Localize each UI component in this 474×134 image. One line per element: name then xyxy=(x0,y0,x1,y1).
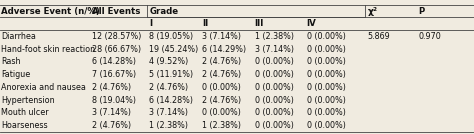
Text: Grade: Grade xyxy=(149,7,178,16)
Text: 0.970: 0.970 xyxy=(418,32,441,41)
Text: 0 (0.00%): 0 (0.00%) xyxy=(307,70,346,79)
Text: Mouth ulcer: Mouth ulcer xyxy=(1,108,49,117)
Text: 12 (28.57%): 12 (28.57%) xyxy=(92,32,142,41)
Text: 3 (7.14%): 3 (7.14%) xyxy=(92,108,131,117)
Text: 0 (0.00%): 0 (0.00%) xyxy=(307,108,346,117)
Text: 0 (0.00%): 0 (0.00%) xyxy=(255,121,293,130)
Text: 0 (0.00%): 0 (0.00%) xyxy=(202,108,241,117)
Text: 0 (0.00%): 0 (0.00%) xyxy=(307,96,346,105)
Text: 3 (7.14%): 3 (7.14%) xyxy=(202,32,241,41)
Text: 0 (0.00%): 0 (0.00%) xyxy=(255,57,293,66)
Text: 7 (16.67%): 7 (16.67%) xyxy=(92,70,137,79)
Text: 1 (2.38%): 1 (2.38%) xyxy=(255,32,293,41)
Text: 8 (19.05%): 8 (19.05%) xyxy=(149,32,193,41)
Text: 3 (7.14%): 3 (7.14%) xyxy=(255,45,293,54)
Text: 0 (0.00%): 0 (0.00%) xyxy=(202,83,241,92)
Text: IV: IV xyxy=(307,19,317,28)
Text: 6 (14.28%): 6 (14.28%) xyxy=(149,96,193,105)
Text: 2 (4.76%): 2 (4.76%) xyxy=(202,57,242,66)
Text: Hand-foot skin reaction: Hand-foot skin reaction xyxy=(1,45,96,54)
Text: 0 (0.00%): 0 (0.00%) xyxy=(307,32,346,41)
Text: I: I xyxy=(149,19,153,28)
Text: 2 (4.76%): 2 (4.76%) xyxy=(149,83,189,92)
Text: All Events: All Events xyxy=(92,7,141,16)
Text: 0 (0.00%): 0 (0.00%) xyxy=(307,121,346,130)
Text: Rash: Rash xyxy=(1,57,21,66)
Text: 2 (4.76%): 2 (4.76%) xyxy=(202,70,242,79)
Text: 0 (0.00%): 0 (0.00%) xyxy=(255,108,293,117)
Text: 3 (7.14%): 3 (7.14%) xyxy=(149,108,188,117)
Text: 5.869: 5.869 xyxy=(367,32,390,41)
Text: 1 (2.38%): 1 (2.38%) xyxy=(202,121,241,130)
Text: II: II xyxy=(202,19,209,28)
Text: 2 (4.76%): 2 (4.76%) xyxy=(92,83,132,92)
Text: 0 (0.00%): 0 (0.00%) xyxy=(255,70,293,79)
Text: Fatigue: Fatigue xyxy=(1,70,31,79)
Text: 0 (0.00%): 0 (0.00%) xyxy=(307,57,346,66)
Text: 0 (0.00%): 0 (0.00%) xyxy=(255,96,293,105)
Text: 2 (4.76%): 2 (4.76%) xyxy=(202,96,242,105)
Text: 8 (19.04%): 8 (19.04%) xyxy=(92,96,137,105)
Text: 6 (14.28%): 6 (14.28%) xyxy=(92,57,137,66)
Text: Adverse Event (n/%): Adverse Event (n/%) xyxy=(1,7,100,16)
Text: 2 (4.76%): 2 (4.76%) xyxy=(92,121,132,130)
Text: 0 (0.00%): 0 (0.00%) xyxy=(255,83,293,92)
Text: III: III xyxy=(255,19,264,28)
Text: Hoarseness: Hoarseness xyxy=(1,121,48,130)
Text: 19 (45.24%): 19 (45.24%) xyxy=(149,45,199,54)
Text: 4 (9.52%): 4 (9.52%) xyxy=(149,57,189,66)
Text: 28 (66.67%): 28 (66.67%) xyxy=(92,45,142,54)
Text: 5 (11.91%): 5 (11.91%) xyxy=(149,70,193,79)
Text: χ²: χ² xyxy=(367,7,377,16)
Text: 0 (0.00%): 0 (0.00%) xyxy=(307,83,346,92)
Text: 6 (14.29%): 6 (14.29%) xyxy=(202,45,246,54)
Text: 1 (2.38%): 1 (2.38%) xyxy=(149,121,188,130)
Text: P: P xyxy=(418,7,424,16)
Text: 0 (0.00%): 0 (0.00%) xyxy=(307,45,346,54)
Text: Hypertension: Hypertension xyxy=(1,96,55,105)
Text: Anorexia and nausea: Anorexia and nausea xyxy=(1,83,86,92)
Text: Diarrhea: Diarrhea xyxy=(1,32,36,41)
